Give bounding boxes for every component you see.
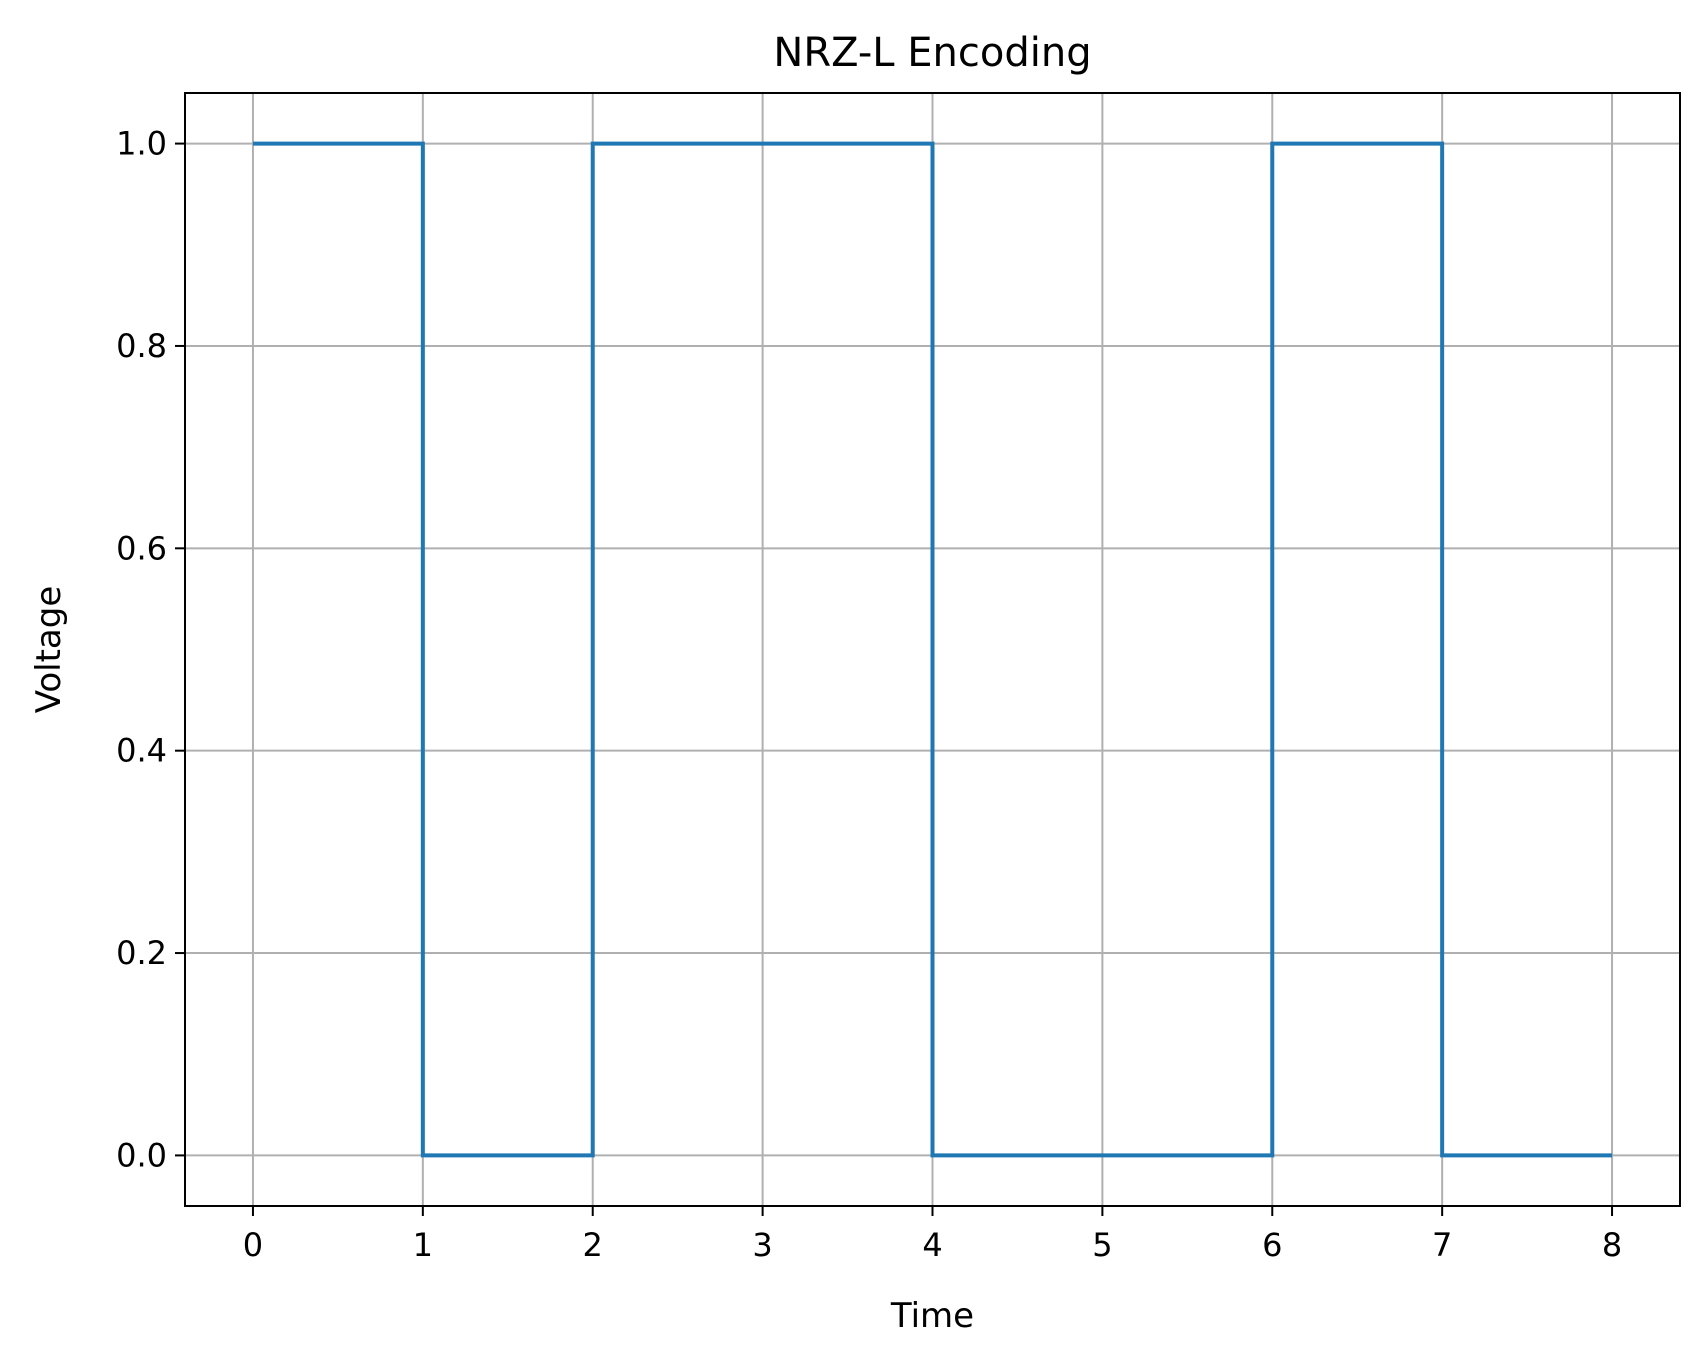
x-tick-label: 3 (752, 1226, 772, 1264)
x-axis-label: Time (890, 1296, 974, 1336)
x-tick-label: 4 (922, 1226, 942, 1264)
x-tick-label: 5 (1092, 1226, 1112, 1264)
y-tick-label: 1.0 (116, 125, 167, 163)
x-tick-label: 0 (243, 1226, 263, 1264)
x-tick-label: 8 (1602, 1226, 1622, 1264)
y-tick-label: 0.6 (116, 529, 167, 567)
x-axis-ticks: 0 1 2 3 4 5 6 7 8 (243, 1206, 1622, 1264)
y-tick-label: 0.0 (116, 1136, 167, 1174)
y-tick-label: 0.4 (116, 732, 167, 770)
x-tick-label: 2 (583, 1226, 603, 1264)
x-tick-label: 6 (1262, 1226, 1282, 1264)
series-layer (252, 141, 1613, 1158)
y-axis-label: Voltage (29, 586, 69, 714)
x-tick-label: 7 (1432, 1226, 1452, 1264)
series-step-line (252, 141, 1613, 1158)
x-tick-label: 1 (413, 1226, 433, 1264)
y-axis-ticks: 0.0 0.2 0.4 0.6 0.8 1.0 (116, 125, 185, 1174)
y-tick-label: 0.2 (116, 934, 167, 972)
y-tick-label: 0.8 (116, 327, 167, 365)
chart-title: NRZ-L Encoding (773, 30, 1091, 76)
